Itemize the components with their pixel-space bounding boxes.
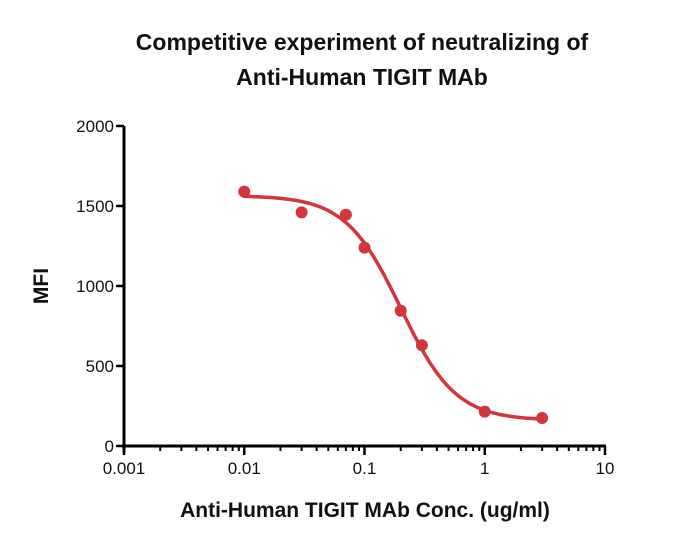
fit-curve-group xyxy=(242,194,544,421)
data-point xyxy=(415,339,428,352)
data-point xyxy=(295,206,308,219)
y-tick-label: 1000 xyxy=(76,277,114,296)
data-point xyxy=(478,405,491,418)
x-tick-label: 10 xyxy=(596,459,615,478)
x-tick-label: 0.001 xyxy=(103,459,146,478)
data-point xyxy=(536,412,549,424)
x-axis-title: Anti-Human TIGIT MAb Conc. (ug/ml) xyxy=(180,499,550,522)
y-tick-label: 500 xyxy=(86,357,114,376)
y-axis-title: MFI xyxy=(30,268,53,304)
fit-curve xyxy=(242,194,544,421)
y-axis-ticks: 0 500 1000 1500 2000 xyxy=(76,117,124,456)
x-tick-label: 0.1 xyxy=(353,459,377,478)
x-axis-ticks: 0.001 0.01 0.1 1 10 xyxy=(103,446,615,478)
data-points xyxy=(238,185,549,424)
x-tick-label: 0.01 xyxy=(228,459,261,478)
y-tick-label: 2000 xyxy=(76,117,114,136)
data-point xyxy=(238,185,251,198)
data-point xyxy=(358,241,371,254)
y-tick-label: 1500 xyxy=(76,197,114,216)
y-tick-label: 0 xyxy=(105,437,114,456)
axes xyxy=(122,126,606,452)
x-tick-label: 1 xyxy=(480,459,489,478)
data-point xyxy=(394,304,407,317)
chart-title-line-2: Anti-Human TIGIT MAb xyxy=(236,64,488,90)
data-point xyxy=(339,208,352,221)
chart-title-line-1: Competitive experiment of neutralizing o… xyxy=(136,29,589,55)
